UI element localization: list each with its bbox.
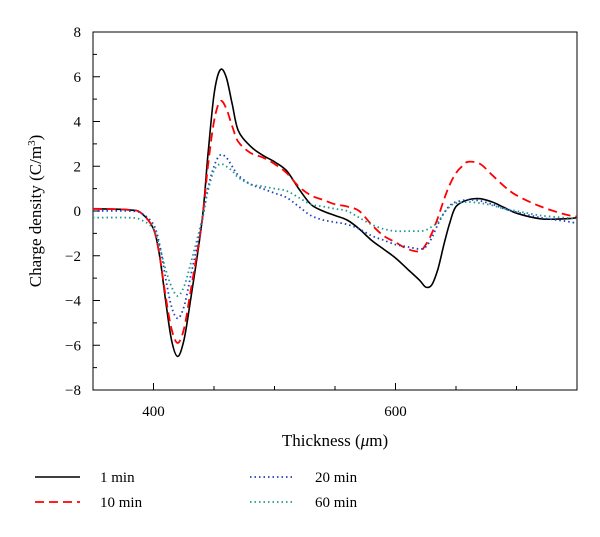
x-axis-title: Thickness (μm)	[282, 431, 388, 450]
y-tick-label: 6	[74, 70, 82, 86]
y-axis-title: Charge density (C/m3)	[26, 135, 45, 288]
legend-label: 10 min	[100, 495, 143, 511]
y-tick-label: −6	[65, 338, 81, 354]
y-axis-title-exponent: 3	[26, 140, 38, 146]
y-tick-label: −8	[65, 383, 81, 399]
legend-label: 60 min	[315, 495, 358, 511]
series-line-4	[92, 162, 578, 297]
plot-frame	[92, 31, 578, 391]
series-line-3	[92, 153, 578, 320]
series-layer	[92, 68, 578, 358]
y-tick-label: 0	[74, 204, 82, 220]
x-axis-ticks: 400 600	[92, 383, 578, 420]
series-line-2	[92, 99, 578, 344]
series-line-1	[92, 68, 578, 358]
legend-label: 20 min	[315, 470, 358, 486]
x-axis-title-main: Thickness (	[282, 431, 361, 450]
legend-label: 1 min	[100, 470, 135, 486]
y-axis-title-close: )	[26, 135, 45, 141]
y-tick-label: 4	[74, 115, 82, 131]
x-axis-title-unit: m)	[369, 431, 388, 450]
y-tick-label: −2	[65, 249, 81, 265]
y-tick-label: 2	[74, 159, 82, 175]
y-tick-label: 8	[74, 25, 82, 41]
x-tick-label: 600	[384, 404, 407, 420]
y-axis-title-main: Charge density (C/m	[26, 146, 45, 287]
legend: 1 min 10 min 20 min 60 min	[35, 470, 358, 511]
y-tick-label: −4	[65, 294, 81, 310]
y-axis-ticks: 8 6 4 2 0 −2 −4 −6 −8	[65, 25, 100, 399]
x-axis-title-symbol: μ	[360, 431, 370, 450]
x-tick-label: 400	[142, 404, 165, 420]
